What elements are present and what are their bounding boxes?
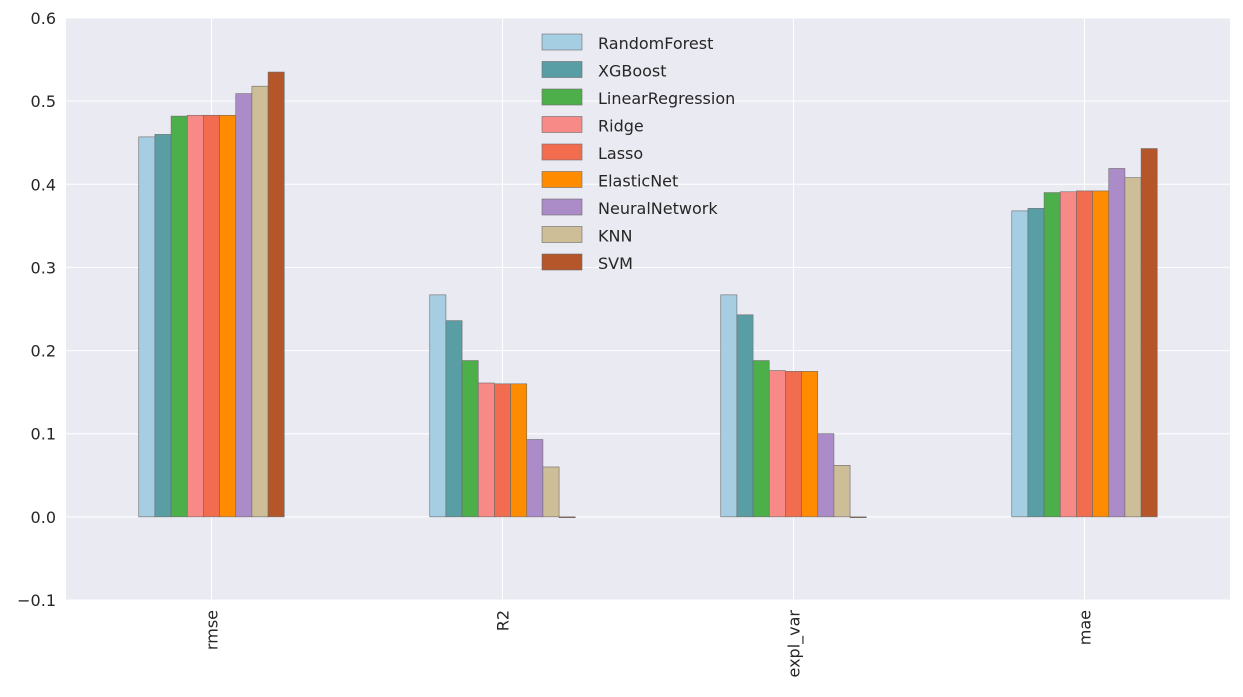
bar-knn-rmse xyxy=(251,85,269,518)
legend-swatch xyxy=(541,61,583,78)
bar-linearregression-r2 xyxy=(461,360,479,518)
legend-label: XGBoost xyxy=(598,62,667,81)
legend-swatch xyxy=(541,253,583,271)
legend-label: KNN xyxy=(598,227,632,246)
bar-linearregression-mae xyxy=(1043,192,1061,518)
bar-xgboost-r2 xyxy=(445,320,463,518)
bar-randomforest-expl_var xyxy=(720,294,738,518)
x-tick-label: R2 xyxy=(494,610,513,631)
legend-swatch xyxy=(541,88,583,106)
bar-randomforest-r2 xyxy=(429,294,447,518)
legend-label: RandomForest xyxy=(598,34,713,53)
legend-swatch xyxy=(541,116,583,133)
y-tick-label: 0.0 xyxy=(31,508,56,527)
x-tick-label: expl_var xyxy=(785,610,805,678)
legend-swatch xyxy=(541,33,583,51)
bar-svm-rmse xyxy=(267,71,285,518)
y-tick-label: 0.5 xyxy=(31,92,56,111)
bar-neuralnetwork-expl_var xyxy=(817,433,835,518)
legend-label: LinearRegression xyxy=(598,89,735,108)
legend-swatch xyxy=(541,171,583,188)
legend-label: SVM xyxy=(598,254,633,273)
bar-randomforest-rmse xyxy=(138,136,156,518)
x-tick-label: mae xyxy=(1076,610,1095,645)
bar-lasso-rmse xyxy=(203,114,220,518)
bar-randomforest-mae xyxy=(1011,210,1029,518)
x-tick-label: rmse xyxy=(203,610,222,650)
bar-ridge-r2 xyxy=(477,382,495,518)
bar-knn-mae xyxy=(1124,177,1142,518)
bar-lasso-r2 xyxy=(494,383,511,518)
legend-label: NeuralNetwork xyxy=(598,199,718,218)
bar-linearregression-rmse xyxy=(170,115,188,518)
bar-linearregression-expl_var xyxy=(752,360,770,518)
bar-svm-expl_var xyxy=(849,516,867,518)
bar-neuralnetwork-r2 xyxy=(526,439,544,518)
legend-swatch xyxy=(541,226,583,243)
y-tick-label: 0.3 xyxy=(31,258,56,277)
y-tick-label: 0.2 xyxy=(31,342,56,361)
bar-svm-r2 xyxy=(558,516,576,518)
bar-elasticnet-rmse xyxy=(219,114,237,518)
bar-ridge-expl_var xyxy=(768,370,786,518)
bar-elasticnet-r2 xyxy=(510,383,528,518)
bar-neuralnetwork-mae xyxy=(1108,168,1126,518)
x-axis: rmse R2 expl_var mae xyxy=(203,610,1095,678)
bar-elasticnet-expl_var xyxy=(801,371,819,518)
legend-swatch xyxy=(541,143,583,161)
bar-ridge-mae xyxy=(1059,191,1077,518)
legend-label: Lasso xyxy=(598,144,643,163)
bar-ridge-rmse xyxy=(186,114,204,518)
bar-knn-r2 xyxy=(542,466,560,518)
bar-elasticnet-mae xyxy=(1092,190,1110,518)
y-tick-label: 0.4 xyxy=(31,175,56,194)
legend: RandomForest XGBoost LinearRegression Ridge… xyxy=(541,33,735,273)
bar-xgboost-expl_var xyxy=(736,314,754,518)
y-tick-label: 0.1 xyxy=(31,425,56,444)
bar-neuralnetwork-rmse xyxy=(235,93,253,518)
legend-swatch xyxy=(541,198,583,216)
bars xyxy=(138,71,1158,518)
y-tick-label: 0.6 xyxy=(31,9,56,28)
bar-xgboost-mae xyxy=(1027,208,1045,518)
y-axis: −0.1 0.0 0.1 0.2 0.3 0.4 0.5 0.6 xyxy=(17,9,56,610)
bar-knn-expl_var xyxy=(833,465,851,518)
bar-xgboost-rmse xyxy=(154,134,172,518)
bar-lasso-expl_var xyxy=(785,371,802,518)
y-tick-label: −0.1 xyxy=(17,591,56,610)
bar-svm-mae xyxy=(1140,148,1158,518)
legend-label: Ridge xyxy=(598,117,644,136)
legend-label: ElasticNet xyxy=(598,172,678,191)
bar-lasso-mae xyxy=(1076,190,1093,518)
